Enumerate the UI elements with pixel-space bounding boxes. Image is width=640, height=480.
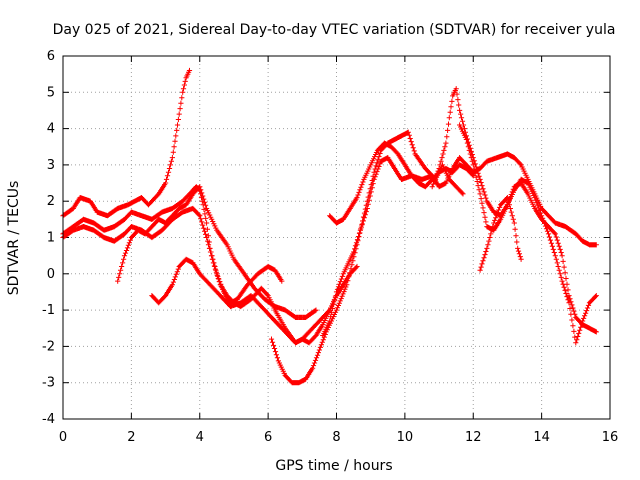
y-tick-label: 6 bbox=[47, 49, 55, 64]
satellite-track-11 bbox=[477, 195, 524, 273]
satellite-track-6 bbox=[268, 129, 466, 386]
y-tick-label: 2 bbox=[47, 194, 55, 209]
satellite-track-10 bbox=[457, 122, 599, 346]
satellite-track-1 bbox=[60, 67, 193, 219]
x-tick-label: 6 bbox=[264, 430, 272, 445]
data-point-markers bbox=[457, 122, 599, 346]
y-tick-label: 3 bbox=[47, 158, 55, 173]
data-points bbox=[60, 67, 599, 386]
data-point-markers bbox=[268, 129, 466, 386]
y-tick-label: -2 bbox=[42, 339, 55, 354]
x-axis-label: GPS time / hours bbox=[275, 458, 392, 474]
y-axis-label: SDTVAR / TECUs bbox=[6, 181, 22, 296]
data-point-markers bbox=[60, 67, 193, 219]
x-tick-label: 8 bbox=[332, 430, 340, 445]
data-point-markers bbox=[477, 195, 524, 273]
y-tick-label: 4 bbox=[47, 122, 55, 137]
y-tick-label: -3 bbox=[42, 376, 55, 391]
satellite-track-9 bbox=[429, 86, 599, 335]
x-tick-label: 0 bbox=[59, 430, 67, 445]
x-tick-label: 2 bbox=[127, 430, 135, 445]
y-tick-label: 1 bbox=[47, 231, 55, 246]
data-point-markers bbox=[429, 86, 599, 335]
y-tick-label: 5 bbox=[47, 85, 55, 100]
chart-title: Day 025 of 2021, Sidereal Day-to-day VTE… bbox=[53, 22, 616, 38]
x-tick-label: 4 bbox=[196, 430, 204, 445]
x-tick-label: 16 bbox=[602, 430, 619, 445]
y-tick-label: -4 bbox=[42, 412, 55, 427]
plot-frame bbox=[62, 55, 611, 420]
x-tick-label: 14 bbox=[533, 430, 550, 445]
y-tick-label: 0 bbox=[47, 267, 55, 282]
y-tick-label: -1 bbox=[42, 303, 55, 318]
data-point-markers bbox=[115, 184, 319, 320]
x-tick-label: 12 bbox=[465, 430, 482, 445]
x-tick-label: 10 bbox=[397, 430, 414, 445]
satellite-track-4 bbox=[115, 184, 319, 320]
grid bbox=[63, 56, 610, 419]
